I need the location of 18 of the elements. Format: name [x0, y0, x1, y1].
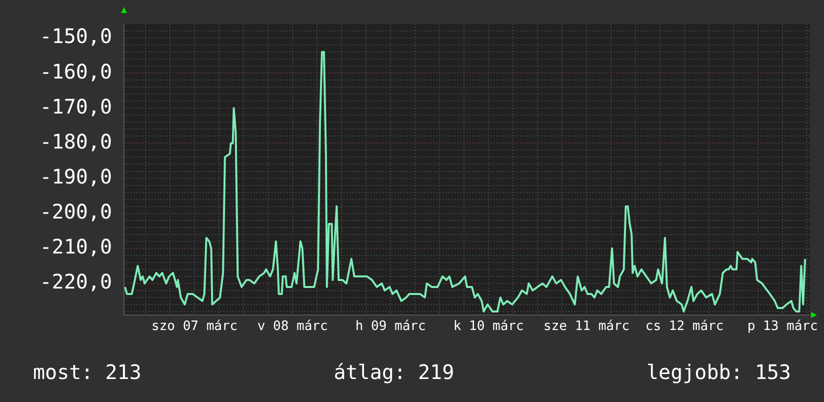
text: legjobb: 153 — [646, 360, 791, 384]
text: most: 213 — [33, 360, 142, 384]
y-tick-label: -190,0 — [40, 164, 112, 188]
x-tick-label: h 09 márc — [355, 319, 426, 334]
y-tick-label: -170,0 — [40, 94, 112, 118]
x-tick-label: v 08 márc — [257, 319, 328, 334]
y-tick-label: -210,0 — [40, 234, 112, 259]
x-tick-label: k 10 márc — [453, 319, 524, 334]
y-tick-label: -160,0 — [40, 59, 112, 84]
x-tick-label: p 13 márc — [747, 319, 818, 334]
text: átlag: 219 — [334, 360, 454, 384]
y-tick-label: -150,0 — [40, 24, 112, 48]
x-tick-label: cs 12 márc — [645, 319, 724, 334]
x-tick-label: szo 07 márc — [152, 319, 238, 334]
y-tick-label: -220,0 — [40, 270, 112, 294]
y-tick-label: -180,0 — [40, 129, 112, 154]
x-tick-label: sze 11 márc — [544, 319, 630, 334]
y-tick-label: -200,0 — [40, 200, 112, 224]
